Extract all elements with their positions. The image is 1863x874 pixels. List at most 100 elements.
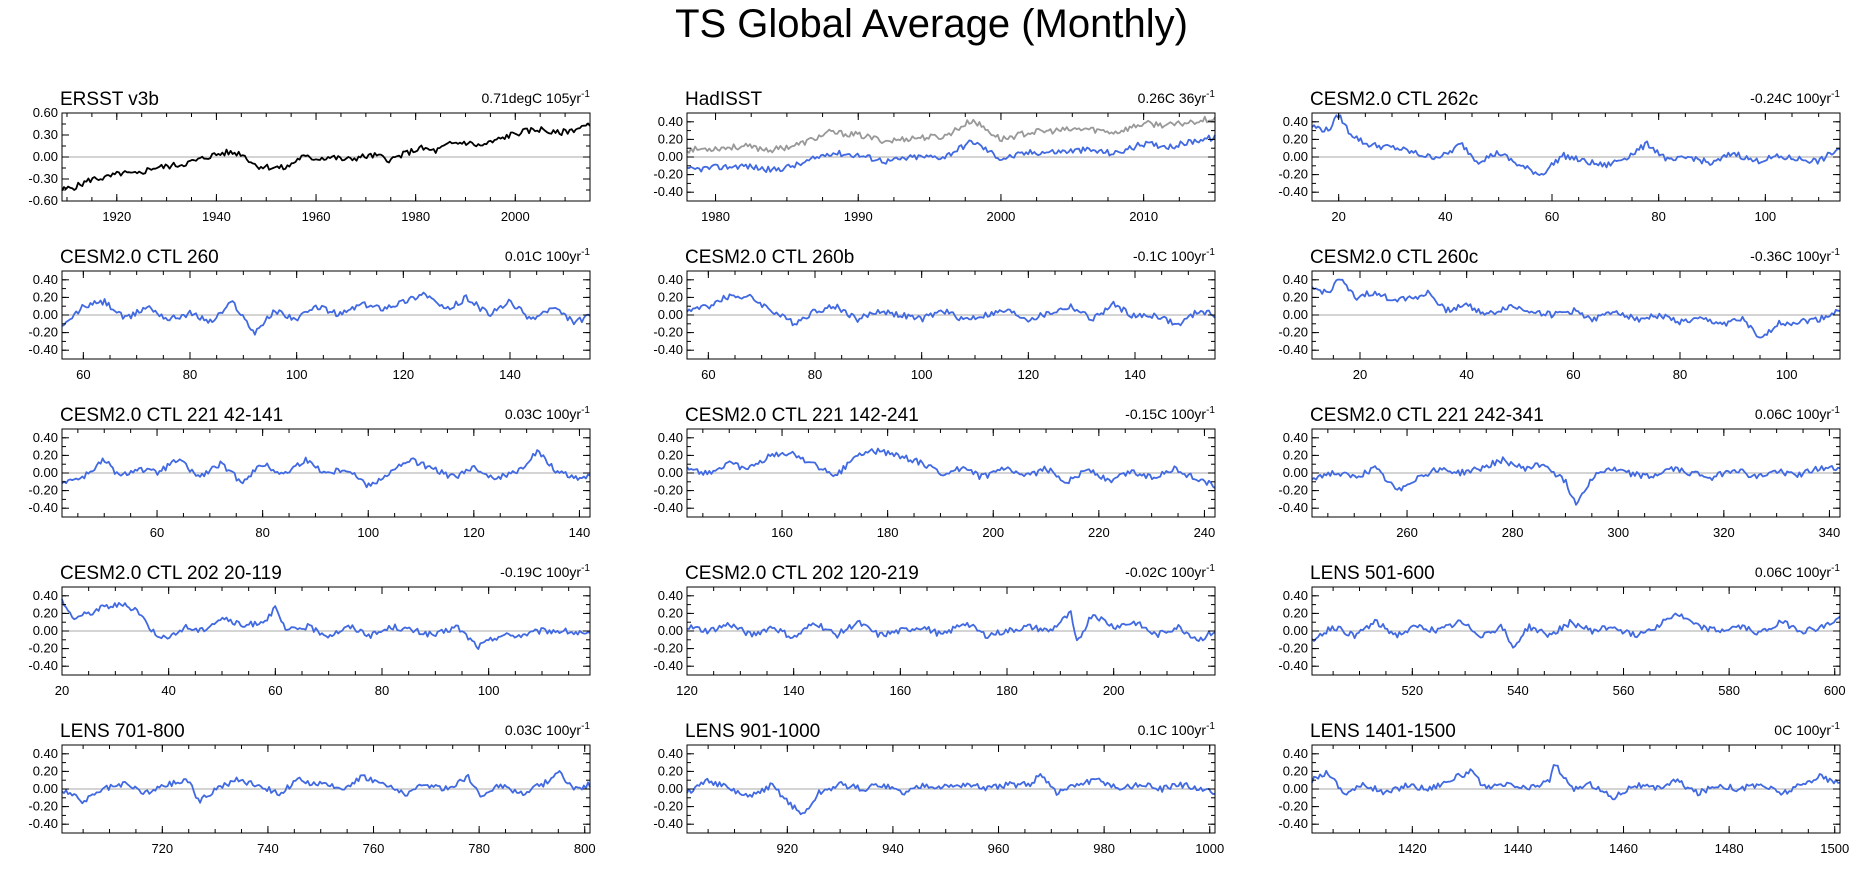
x-tick-label: 120 — [1017, 367, 1039, 382]
x-tick-label: 200 — [982, 525, 1004, 540]
panel-title: CESM2.0 CTL 202 120-219 — [685, 563, 919, 584]
x-tick-label: 100 — [1776, 367, 1798, 382]
y-tick-label: 0.20 — [33, 605, 58, 620]
y-tick-label: 0.40 — [658, 746, 683, 761]
y-tick-label: -0.60 — [28, 193, 58, 208]
panel-trend: 0.1C 100yr-1 — [1138, 721, 1216, 738]
y-tick-label: 0.00 — [33, 781, 58, 796]
y-tick-label: 0.20 — [1283, 289, 1308, 304]
x-tick-label: 140 — [1124, 367, 1146, 382]
x-tick-label: 60 — [150, 525, 164, 540]
panel-trend: 0C 100yr-1 — [1774, 721, 1840, 738]
y-tick-label: -0.40 — [28, 342, 58, 357]
x-tick-label: 20 — [1331, 209, 1345, 224]
y-tick-label: -0.20 — [28, 641, 58, 656]
y-tick-label: 0.00 — [1283, 307, 1308, 322]
x-tick-label: 320 — [1713, 525, 1735, 540]
panel-title: LENS 501-600 — [1310, 563, 1435, 584]
y-tick-label: -0.20 — [1278, 483, 1308, 498]
y-tick-label: -0.20 — [1278, 325, 1308, 340]
panel-trend: 0.03C 100yr-1 — [505, 405, 591, 422]
x-tick-label: 40 — [161, 683, 175, 698]
panel-3: CESM2.0 CTL 262c -0.24C 100yr-1 -0.40 -0.20… — [1278, 89, 1841, 224]
x-tick-label: 600 — [1824, 683, 1846, 698]
x-tick-label: 280 — [1502, 525, 1524, 540]
x-tick-label: 740 — [257, 841, 279, 856]
x-tick-label: 980 — [1093, 841, 1115, 856]
y-tick-label: -0.20 — [28, 483, 58, 498]
figure-title: TS Global Average (Monthly) — [675, 2, 1188, 46]
y-tick-label: 0.00 — [658, 623, 683, 638]
series-line — [61, 122, 591, 192]
panel-trend: -0.1C 100yr-1 — [1133, 247, 1215, 264]
y-tick-label: -0.20 — [1278, 799, 1308, 814]
y-tick-label: -0.20 — [28, 799, 58, 814]
panel-8: CESM2.0 CTL 221 142-241 -0.15C 100yr-1 -0.… — [653, 405, 1216, 540]
panel-title: CESM2.0 CTL 202 20-119 — [60, 563, 282, 584]
x-tick-label: 580 — [1718, 683, 1740, 698]
x-tick-label: 1000 — [1195, 841, 1224, 856]
panel-5: CESM2.0 CTL 260b -0.1C 100yr-1 -0.40 -0.20 0… — [653, 247, 1216, 382]
x-tick-label: 1480 — [1715, 841, 1744, 856]
y-tick-label: -0.20 — [653, 799, 683, 814]
y-tick-label: 0.00 — [33, 465, 58, 480]
panel-title: CESM2.0 CTL 260 — [60, 247, 219, 268]
panel-9: CESM2.0 CTL 221 242-341 0.06C 100yr-1 -0.4… — [1278, 405, 1841, 540]
y-tick-label: 0.40 — [658, 588, 683, 603]
x-tick-label: 120 — [676, 683, 698, 698]
y-tick-label: -0.20 — [653, 641, 683, 656]
y-tick-label: -0.20 — [1278, 641, 1308, 656]
series-line — [61, 291, 591, 336]
y-tick-label: 0.20 — [1283, 131, 1308, 146]
y-tick-label: 0.40 — [658, 114, 683, 129]
y-tick-label: -0.20 — [28, 325, 58, 340]
x-tick-label: 120 — [392, 367, 414, 382]
x-tick-label: 140 — [569, 525, 591, 540]
y-tick-label: -0.40 — [653, 816, 683, 831]
series-line — [61, 770, 591, 805]
y-tick-label: 0.20 — [33, 447, 58, 462]
panel-title: CESM2.0 CTL 221 242-341 — [1310, 405, 1544, 426]
y-tick-label: -0.20 — [653, 167, 683, 182]
series-line — [686, 447, 1216, 489]
x-tick-label: 140 — [783, 683, 805, 698]
x-tick-label: 720 — [151, 841, 173, 856]
panel-14: LENS 901-1000 0.1C 100yr-1 -0.40 -0.20 0.00 0… — [653, 721, 1224, 856]
x-tick-label: 100 — [357, 525, 379, 540]
x-tick-label: 540 — [1507, 683, 1529, 698]
x-tick-label: 1420 — [1398, 841, 1427, 856]
panel-11: CESM2.0 CTL 202 120-219 -0.02C 100yr-1 -0.… — [653, 563, 1216, 698]
y-tick-label: -0.20 — [1278, 167, 1308, 182]
x-tick-label: 1990 — [844, 209, 873, 224]
y-tick-label: 0.40 — [33, 430, 58, 445]
y-tick-label: 0.20 — [33, 763, 58, 778]
x-tick-label: 180 — [877, 525, 899, 540]
x-tick-label: 60 — [76, 367, 90, 382]
panel-trend: 0.71degC 105yr-1 — [481, 89, 590, 106]
panel-15: LENS 1401-1500 0C 100yr-1 -0.40 -0.20 0.00 0.… — [1278, 721, 1849, 856]
panel-1: ERSST v3b 0.71degC 105yr-1 -0.60 -0.30 0.00 0… — [28, 89, 591, 224]
y-tick-label: 0.40 — [1283, 746, 1308, 761]
x-tick-label: 100 — [911, 367, 933, 382]
series-line — [686, 610, 1216, 642]
x-tick-label: 160 — [889, 683, 911, 698]
y-tick-label: 0.40 — [33, 746, 58, 761]
panel-title: LENS 701-800 — [60, 721, 185, 742]
series-line — [686, 115, 1216, 154]
y-tick-label: -0.40 — [28, 500, 58, 515]
panel-trend: -0.15C 100yr-1 — [1125, 405, 1215, 422]
y-tick-label: 0.40 — [658, 272, 683, 287]
x-tick-label: 2000 — [501, 209, 530, 224]
x-tick-label: 1980 — [701, 209, 730, 224]
x-tick-label: 800 — [574, 841, 596, 856]
y-tick-label: -0.40 — [28, 658, 58, 673]
y-tick-label: 0.00 — [1283, 465, 1308, 480]
y-tick-label: 0.00 — [658, 781, 683, 796]
panel-trend: 0.06C 100yr-1 — [1755, 405, 1841, 422]
x-tick-label: 1960 — [302, 209, 331, 224]
y-tick-label: -0.40 — [28, 816, 58, 831]
y-tick-label: 0.40 — [1283, 272, 1308, 287]
panel-title: HadISST — [685, 89, 762, 110]
y-tick-label: -0.20 — [653, 483, 683, 498]
x-tick-label: 60 — [1566, 367, 1580, 382]
